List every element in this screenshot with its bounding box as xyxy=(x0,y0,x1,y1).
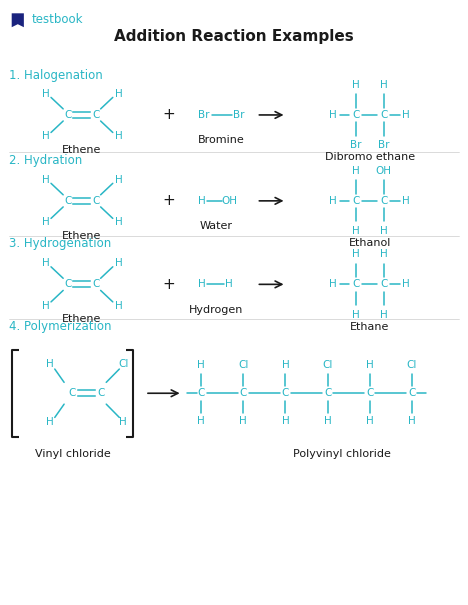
Text: H: H xyxy=(198,280,206,289)
Text: C: C xyxy=(282,388,289,398)
Text: Ethene: Ethene xyxy=(62,315,102,324)
Text: C: C xyxy=(352,280,359,289)
Text: H: H xyxy=(42,89,49,99)
Text: OH: OH xyxy=(221,196,237,206)
Text: C: C xyxy=(92,196,100,206)
Text: H: H xyxy=(352,226,359,236)
Text: Bromine: Bromine xyxy=(198,136,245,145)
Text: H: H xyxy=(42,131,49,141)
Text: C: C xyxy=(97,388,104,398)
Text: H: H xyxy=(366,416,373,426)
Text: H: H xyxy=(352,166,359,175)
Text: H: H xyxy=(115,89,122,99)
Text: C: C xyxy=(92,280,100,289)
Text: H: H xyxy=(352,249,359,259)
Text: C: C xyxy=(380,280,388,289)
Text: H: H xyxy=(402,280,410,289)
Text: C: C xyxy=(380,110,388,120)
Text: H: H xyxy=(329,280,337,289)
Text: C: C xyxy=(352,110,359,120)
Text: +: + xyxy=(162,108,175,122)
Text: H: H xyxy=(46,359,54,369)
Text: H: H xyxy=(119,417,127,427)
Text: Ethene: Ethene xyxy=(62,145,102,155)
Text: C: C xyxy=(366,388,373,398)
Text: OH: OH xyxy=(376,166,392,175)
Text: H: H xyxy=(352,310,359,319)
Text: Vinyl chloride: Vinyl chloride xyxy=(35,449,110,459)
Text: H: H xyxy=(329,196,337,206)
Text: H: H xyxy=(402,196,410,206)
Text: Br: Br xyxy=(233,110,244,120)
Text: Cl: Cl xyxy=(238,361,249,370)
Text: H: H xyxy=(46,417,54,427)
Text: Br: Br xyxy=(198,110,209,120)
Text: H: H xyxy=(380,310,388,319)
Text: 1. Halogenation: 1. Halogenation xyxy=(9,68,103,82)
Text: C: C xyxy=(92,110,100,120)
Text: testbook: testbook xyxy=(32,13,83,27)
Text: Cl: Cl xyxy=(118,359,128,369)
Text: C: C xyxy=(324,388,331,398)
Text: H: H xyxy=(197,361,205,370)
Text: H: H xyxy=(408,416,416,426)
Text: H: H xyxy=(380,249,388,259)
Text: C: C xyxy=(240,388,247,398)
Text: H: H xyxy=(329,110,337,120)
Text: Water: Water xyxy=(200,221,233,231)
Text: +: + xyxy=(162,277,175,292)
Text: H: H xyxy=(282,416,289,426)
Text: H: H xyxy=(42,217,49,227)
Text: C: C xyxy=(197,388,205,398)
Text: C: C xyxy=(352,196,359,206)
Text: H: H xyxy=(42,258,49,268)
Text: Br: Br xyxy=(350,140,361,150)
Text: H: H xyxy=(115,131,122,141)
Text: H: H xyxy=(115,175,122,185)
Text: H: H xyxy=(197,416,205,426)
Text: Br: Br xyxy=(378,140,389,150)
Text: C: C xyxy=(64,196,72,206)
Text: H: H xyxy=(380,226,388,236)
Text: 2. Hydration: 2. Hydration xyxy=(9,154,83,167)
Text: H: H xyxy=(42,175,49,185)
Text: H: H xyxy=(352,80,359,90)
Text: H: H xyxy=(42,301,49,310)
Text: H: H xyxy=(115,301,122,310)
Text: H: H xyxy=(366,361,373,370)
Text: H: H xyxy=(380,80,388,90)
Polygon shape xyxy=(12,13,24,27)
Text: C: C xyxy=(380,196,388,206)
Text: H: H xyxy=(240,416,247,426)
Text: H: H xyxy=(115,217,122,227)
Text: H: H xyxy=(198,196,206,206)
Text: C: C xyxy=(64,280,72,289)
Text: Hydrogen: Hydrogen xyxy=(189,305,243,315)
Text: Ethane: Ethane xyxy=(350,322,389,332)
Text: Ethanol: Ethanol xyxy=(349,238,391,248)
Text: H: H xyxy=(324,416,331,426)
Text: +: + xyxy=(162,194,175,208)
Text: H: H xyxy=(226,280,233,289)
Text: Polyvinyl chloride: Polyvinyl chloride xyxy=(292,449,391,459)
Text: Dibromo ethane: Dibromo ethane xyxy=(325,152,415,162)
Text: Cl: Cl xyxy=(322,361,333,370)
Text: C: C xyxy=(64,110,72,120)
Text: 3. Hydrogenation: 3. Hydrogenation xyxy=(9,237,111,250)
Text: C: C xyxy=(408,388,416,398)
Text: H: H xyxy=(115,258,122,268)
Text: H: H xyxy=(282,361,289,370)
Text: Cl: Cl xyxy=(407,361,417,370)
Text: H: H xyxy=(402,110,410,120)
Text: 4. Polymerization: 4. Polymerization xyxy=(9,320,112,333)
Text: Addition Reaction Examples: Addition Reaction Examples xyxy=(114,29,354,44)
Text: Ethene: Ethene xyxy=(62,231,102,241)
Text: C: C xyxy=(69,388,76,398)
